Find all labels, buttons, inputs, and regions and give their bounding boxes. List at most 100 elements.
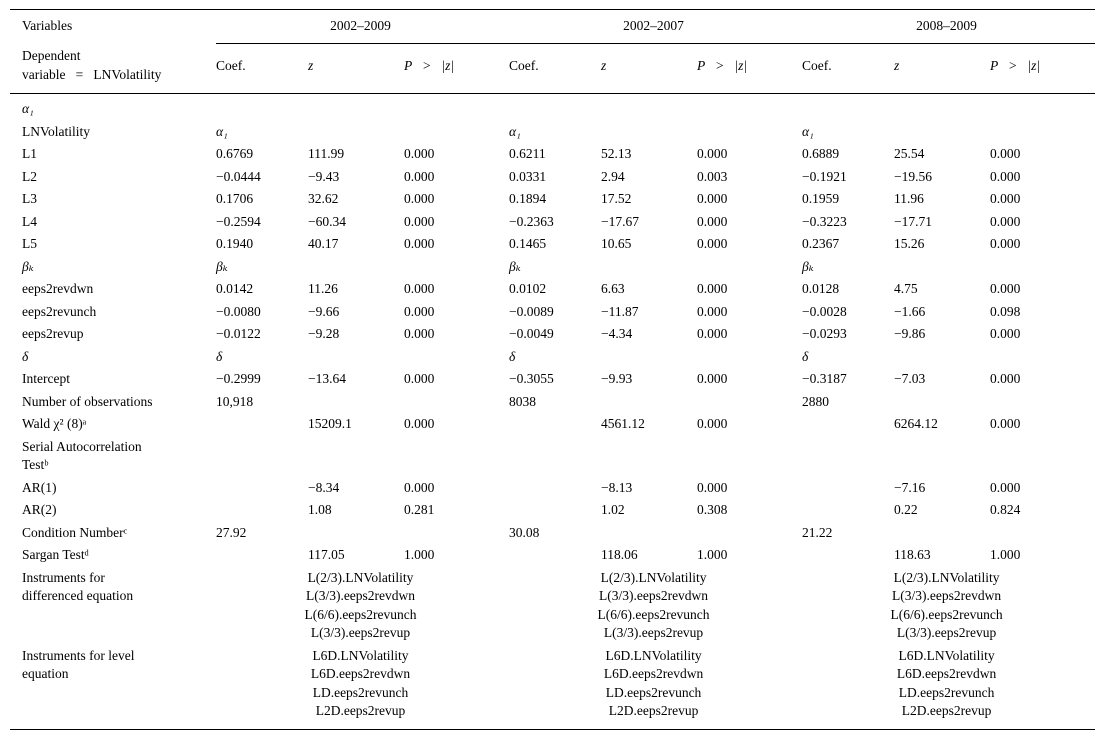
value-cell xyxy=(509,499,601,522)
value-cell: 30.08 xyxy=(509,524,540,540)
table-row: AR(2) 1.08 0.281 1.02 0.308 0.22 0.824 xyxy=(10,499,1095,522)
row-label: L1 xyxy=(22,146,37,161)
value-cell: −0.3187 xyxy=(802,371,847,386)
value-cell xyxy=(308,121,404,144)
value-cell xyxy=(697,256,802,279)
value-cell: 0.2367 xyxy=(802,236,840,251)
value-cell: −0.0049 xyxy=(509,326,554,341)
value-cell xyxy=(404,391,509,414)
value-cell: βₖ xyxy=(216,258,228,274)
value-cell: −19.56 xyxy=(894,168,933,184)
z-header: z xyxy=(894,43,991,94)
value-cell: −0.0444 xyxy=(216,168,261,184)
row-label: eeps2revdwn xyxy=(22,281,94,296)
table-row: Serial Autocorrelation Testᵇ xyxy=(10,436,1095,477)
table-row: Intercept −0.2999 −13.64 0.000 −0.3055 −9.93 0… xyxy=(10,368,1095,391)
table-row: AR(1) −8.34 0.000 −8.13 0.000 −7.16 0.000 xyxy=(10,477,1095,500)
table-row: eeps2revup −0.0122 −9.28 0.000 −0.0049 −4.34 0… xyxy=(10,323,1095,346)
period-header-2002-2009: 2002–2009 xyxy=(216,9,510,44)
value-cell: −17.71 xyxy=(894,213,933,229)
value-cell xyxy=(990,522,1095,545)
value-cell: −9.28 xyxy=(308,326,340,341)
value-cell xyxy=(894,94,990,121)
value-cell xyxy=(990,346,1095,369)
value-cell: −7.16 xyxy=(894,479,926,495)
value-cell: 0.000 xyxy=(404,236,435,251)
value-cell: 0.6889 xyxy=(802,146,840,161)
value-cell xyxy=(894,121,990,144)
value-cell xyxy=(802,499,894,522)
value-cell: 0.1894 xyxy=(509,191,547,206)
value-cell xyxy=(308,346,404,369)
value-cell: 0.000 xyxy=(404,281,435,296)
value-cell: 0.0142 xyxy=(216,281,254,296)
value-cell: 0.0331 xyxy=(509,168,547,184)
row-label: βₖ xyxy=(22,258,34,274)
value-cell: βₖ xyxy=(802,258,814,274)
value-cell: 10.65 xyxy=(601,236,632,251)
value-cell xyxy=(216,94,308,121)
p-value-header: P > |z| xyxy=(404,43,510,94)
instruments-cell: L6D.LNVolatility L6D.eeps2revdwn LD.eeps… xyxy=(896,647,997,719)
value-cell: −13.64 xyxy=(308,371,346,386)
value-cell xyxy=(404,436,509,477)
value-cell xyxy=(216,477,308,500)
value-cell xyxy=(308,94,404,121)
table-row: α₁ xyxy=(10,94,1095,121)
value-cell: 1.000 xyxy=(990,547,1021,562)
value-cell: 25.54 xyxy=(894,146,925,161)
row-label: L4 xyxy=(22,213,37,229)
table-row: eeps2revunch −0.0080 −9.66 0.000 −0.0089 −11.… xyxy=(10,301,1095,324)
p-value-header: P > |z| xyxy=(990,43,1096,94)
row-label: Condition Numberᶜ xyxy=(22,524,128,540)
regression-results-table: Variables 2002–2009 2002–2007 2008–2009 … xyxy=(10,9,1096,730)
z-header: z xyxy=(308,43,404,94)
instruments-cell: L6D.LNVolatility L6D.eeps2revdwn LD.eeps… xyxy=(603,647,704,719)
value-cell: 0.000 xyxy=(990,371,1021,386)
value-cell: 6264.12 xyxy=(894,416,938,431)
value-cell: 0.000 xyxy=(990,146,1021,161)
value-cell xyxy=(404,522,509,545)
value-cell: −0.3223 xyxy=(802,213,847,229)
value-cell: 0.000 xyxy=(697,213,728,229)
value-cell: 117.05 xyxy=(308,547,345,562)
value-cell: 0.000 xyxy=(990,168,1021,184)
value-cell: 0.824 xyxy=(990,502,1021,517)
value-cell: 0.000 xyxy=(990,416,1021,431)
table-row: Number of observations 10,918 8038 2880 xyxy=(10,391,1095,414)
value-cell xyxy=(802,477,894,500)
row-label: Intercept xyxy=(22,371,70,386)
value-cell xyxy=(697,436,802,477)
instruments-cell: L(2/3).LNVolatility L(3/3).eeps2revdwn L… xyxy=(597,569,710,641)
value-cell xyxy=(404,121,509,144)
value-cell xyxy=(990,436,1095,477)
instruments-cell: L6D.LNVolatility L6D.eeps2revdwn LD.eeps… xyxy=(310,647,411,719)
value-cell xyxy=(509,436,601,477)
table-row: L5 0.1940 40.17 0.000 0.1465 10.65 0.000 0.2367… xyxy=(10,233,1095,256)
value-cell: α₁ xyxy=(216,123,228,139)
p-value-header: P > |z| xyxy=(697,43,803,94)
table-row: Wald χ² (8)ᵃ 15209.1 0.000 4561.12 0.000 6264… xyxy=(10,413,1095,436)
value-cell xyxy=(802,413,894,436)
value-cell: 6.63 xyxy=(601,281,625,296)
value-cell xyxy=(697,121,802,144)
value-cell: −0.0080 xyxy=(216,303,261,319)
value-cell: 2880 xyxy=(802,393,830,409)
coef-header: Coef. xyxy=(509,43,602,94)
value-cell: 0.000 xyxy=(697,303,728,319)
value-cell: 0.000 xyxy=(990,191,1021,206)
value-cell: 0.000 xyxy=(404,479,435,495)
value-cell: −9.43 xyxy=(308,168,340,184)
value-cell: 0.000 xyxy=(404,303,435,319)
instruments-cell: L(2/3).LNVolatility L(3/3).eeps2revdwn L… xyxy=(890,569,1003,641)
value-cell: 0.000 xyxy=(697,371,728,386)
row-label: eeps2revup xyxy=(22,326,84,341)
value-cell: 111.99 xyxy=(308,146,345,161)
table-row: βₖ βₖ βₖ βₖ xyxy=(10,256,1095,279)
value-cell: −11.87 xyxy=(601,303,639,319)
value-cell: 0.6769 xyxy=(216,146,254,161)
value-cell xyxy=(509,477,601,500)
value-cell: 1.000 xyxy=(404,547,435,562)
value-cell: 4561.12 xyxy=(601,416,645,431)
row-label: Number of observations xyxy=(22,393,153,409)
